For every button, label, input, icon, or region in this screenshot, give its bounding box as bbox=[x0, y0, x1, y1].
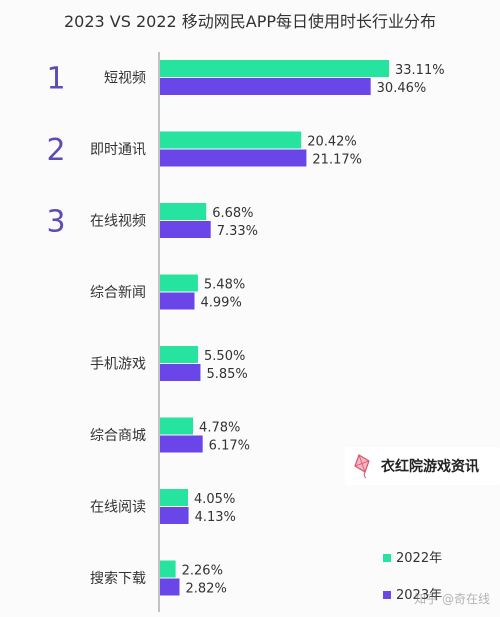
data-label: 33.11% bbox=[395, 63, 445, 78]
legend-swatch bbox=[383, 591, 391, 599]
legend-label: 2023年 bbox=[396, 588, 442, 603]
watermark-badge: 衣红院游戏资讯 bbox=[345, 447, 500, 485]
legend-label: 2022年 bbox=[396, 551, 442, 566]
data-label: 6.17% bbox=[209, 439, 250, 454]
bar-2023 bbox=[160, 149, 307, 167]
bar-2022 bbox=[160, 203, 207, 220]
data-label: 21.17% bbox=[312, 153, 362, 168]
chart-title: 2023 VS 2022 移动网民APP每日使用时长行业分布 bbox=[63, 12, 437, 31]
data-label: 2.26% bbox=[182, 564, 223, 579]
category-label: 短视频 bbox=[104, 71, 146, 87]
rank-number: 1 bbox=[46, 62, 65, 97]
category-label: 即时通讯 bbox=[90, 142, 146, 158]
data-label: 7.33% bbox=[217, 224, 258, 239]
bar-2023 bbox=[160, 578, 180, 596]
bar-2022 bbox=[160, 274, 198, 292]
kite-icon bbox=[354, 454, 370, 479]
data-label: 5.85% bbox=[206, 367, 247, 382]
data-label: 4.13% bbox=[195, 510, 236, 525]
legend-swatch bbox=[383, 554, 391, 562]
data-label: 20.42% bbox=[307, 135, 357, 150]
bar-2022 bbox=[160, 60, 389, 77]
category-label: 综合商城 bbox=[90, 428, 146, 444]
bar-2022 bbox=[160, 346, 199, 363]
bar-2023 bbox=[160, 364, 201, 381]
data-label: 5.50% bbox=[204, 349, 245, 364]
bar-2023 bbox=[160, 292, 195, 310]
data-label: 4.99% bbox=[201, 296, 242, 311]
data-label: 5.48% bbox=[204, 278, 245, 293]
rank-number: 3 bbox=[46, 205, 65, 240]
category-label: 在线阅读 bbox=[90, 499, 146, 516]
bar-2023 bbox=[160, 507, 189, 524]
category-label: 综合新闻 bbox=[90, 285, 146, 301]
data-label: 2.82% bbox=[186, 582, 227, 597]
bar-2023 bbox=[160, 221, 211, 238]
bar-2022 bbox=[160, 131, 302, 149]
bar-2022 bbox=[160, 417, 194, 435]
category-label: 搜索下载 bbox=[90, 570, 146, 587]
data-label: 6.68% bbox=[212, 206, 253, 221]
category-label: 在线视频 bbox=[90, 214, 146, 230]
bar-2023 bbox=[160, 78, 371, 95]
footer-credit: 知乎 @奇在线 bbox=[414, 592, 490, 606]
rank-number: 2 bbox=[46, 133, 65, 168]
watermark-text: 衣红院游戏资讯 bbox=[381, 459, 479, 475]
data-label: 4.78% bbox=[199, 421, 240, 436]
category-label: 手机游戏 bbox=[90, 357, 146, 373]
data-label: 4.05% bbox=[194, 492, 235, 507]
data-label: 30.46% bbox=[377, 81, 427, 96]
bar-2022 bbox=[160, 560, 176, 578]
bar-2023 bbox=[160, 435, 203, 453]
bar-2022 bbox=[160, 489, 189, 506]
